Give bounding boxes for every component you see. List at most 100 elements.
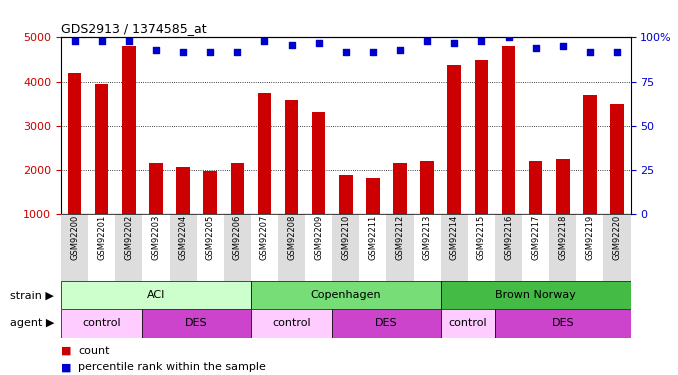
Bar <box>68 73 81 214</box>
Text: ACI: ACI <box>146 290 165 300</box>
Bar <box>61 214 88 281</box>
Text: DES: DES <box>551 318 574 328</box>
Text: GSM92208: GSM92208 <box>287 215 296 261</box>
Bar <box>366 178 380 214</box>
Point <box>96 38 107 44</box>
Bar <box>122 46 136 214</box>
Point <box>340 49 351 55</box>
Bar <box>502 46 515 214</box>
Text: GSM92212: GSM92212 <box>395 215 405 260</box>
Point <box>313 40 324 46</box>
Bar <box>115 214 142 281</box>
Bar <box>339 175 353 214</box>
Text: GSM92204: GSM92204 <box>178 215 188 260</box>
Point <box>259 38 270 44</box>
Text: GSM92217: GSM92217 <box>531 215 540 261</box>
Bar <box>495 214 522 281</box>
Text: Copenhagen: Copenhagen <box>311 290 381 300</box>
Text: GSM92205: GSM92205 <box>205 215 215 260</box>
Text: GSM92219: GSM92219 <box>585 215 595 260</box>
Text: GSM92210: GSM92210 <box>341 215 351 260</box>
Point <box>503 34 514 40</box>
Bar <box>441 309 495 338</box>
Bar <box>332 214 359 281</box>
Bar <box>170 214 197 281</box>
Bar <box>556 159 570 214</box>
Bar <box>251 309 332 338</box>
Point <box>557 43 568 49</box>
Point <box>395 47 405 53</box>
Point <box>205 49 216 55</box>
Bar <box>475 60 488 214</box>
Text: GSM92202: GSM92202 <box>124 215 134 260</box>
Bar <box>278 214 305 281</box>
Text: percentile rank within the sample: percentile rank within the sample <box>78 363 266 372</box>
Text: count: count <box>78 346 109 355</box>
Bar <box>251 214 278 281</box>
Bar <box>285 100 298 214</box>
Bar <box>603 214 631 281</box>
Text: GSM92215: GSM92215 <box>477 215 486 260</box>
Bar <box>529 161 542 214</box>
Text: ■: ■ <box>61 346 75 355</box>
Bar <box>312 111 325 214</box>
Bar <box>95 84 108 214</box>
Bar <box>88 214 115 281</box>
Text: ■: ■ <box>61 363 75 372</box>
Bar <box>142 214 170 281</box>
Bar <box>583 95 597 214</box>
Bar <box>61 309 142 338</box>
Bar <box>414 214 441 281</box>
Text: DES: DES <box>375 318 398 328</box>
Bar <box>549 214 576 281</box>
Bar <box>332 309 441 338</box>
Point <box>476 38 487 44</box>
Point <box>151 47 161 53</box>
Bar <box>61 281 251 309</box>
Bar <box>231 163 244 214</box>
Bar <box>386 214 414 281</box>
Text: GSM92206: GSM92206 <box>233 215 242 261</box>
Text: GSM92209: GSM92209 <box>314 215 323 260</box>
Text: GSM92216: GSM92216 <box>504 215 513 261</box>
Text: GSM92214: GSM92214 <box>450 215 459 260</box>
Point <box>530 45 541 51</box>
Point <box>69 38 80 44</box>
Point <box>367 49 378 55</box>
Point <box>178 49 188 55</box>
Bar <box>393 163 407 214</box>
Point <box>422 38 433 44</box>
Bar <box>251 281 441 309</box>
Text: GSM92201: GSM92201 <box>97 215 106 260</box>
Bar <box>359 214 386 281</box>
Bar <box>258 93 271 214</box>
Text: control: control <box>83 318 121 328</box>
Point <box>449 40 460 46</box>
Bar <box>468 214 495 281</box>
Point <box>232 49 243 55</box>
Text: control: control <box>273 318 311 328</box>
Bar <box>203 171 217 214</box>
Bar <box>441 214 468 281</box>
Text: GSM92200: GSM92200 <box>70 215 79 260</box>
Bar <box>495 309 631 338</box>
Text: GSM92211: GSM92211 <box>368 215 378 260</box>
Bar <box>305 214 332 281</box>
Text: GSM92218: GSM92218 <box>558 215 567 261</box>
Text: DES: DES <box>185 318 208 328</box>
Point <box>584 49 595 55</box>
Bar <box>576 214 603 281</box>
Bar <box>610 105 624 214</box>
Text: GSM92220: GSM92220 <box>612 215 622 260</box>
Bar <box>197 214 224 281</box>
Bar <box>224 214 251 281</box>
Point <box>286 42 297 48</box>
Text: strain ▶: strain ▶ <box>10 290 54 300</box>
Bar <box>420 161 434 214</box>
Bar <box>441 281 631 309</box>
Text: GSM92213: GSM92213 <box>422 215 432 261</box>
Bar <box>522 214 549 281</box>
Text: control: control <box>449 318 487 328</box>
Text: GSM92203: GSM92203 <box>151 215 161 261</box>
Text: GDS2913 / 1374585_at: GDS2913 / 1374585_at <box>61 22 207 35</box>
